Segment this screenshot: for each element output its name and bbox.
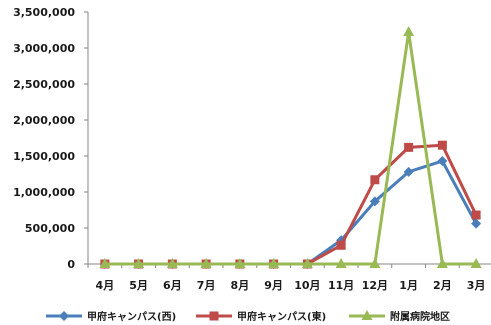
x-tick-label: 9月 (264, 279, 283, 292)
x-tick-label: 4月 (96, 279, 115, 292)
data-point (268, 258, 280, 268)
data-point (436, 258, 448, 268)
data-point (470, 258, 482, 268)
series-line (104, 30, 477, 266)
data-point (437, 156, 448, 167)
data-point (471, 210, 481, 220)
x-tick-label: 6月 (163, 279, 182, 292)
data-point (369, 196, 380, 207)
legend-marker (59, 311, 69, 321)
legend-label: 甲府キャンパス(西) (87, 310, 176, 323)
y-tick-label: 3,500,000 (13, 6, 75, 19)
x-tick-label: 7月 (197, 279, 216, 292)
legend-marker (361, 310, 373, 320)
axes (87, 12, 491, 265)
y-tick-label: 0 (67, 258, 75, 271)
series-line (104, 143, 478, 266)
x-tick-label: 5月 (129, 279, 148, 292)
series-2 (100, 140, 481, 269)
data-point (336, 240, 346, 250)
series-3 (99, 26, 482, 268)
data-point (200, 258, 212, 268)
y-tick-label: 1,000,000 (13, 186, 75, 199)
data-point (369, 258, 381, 268)
y-tick-label: 2,500,000 (13, 78, 75, 91)
data-point (437, 140, 447, 150)
legend-item-2: 甲府キャンパス(東) (196, 310, 326, 323)
legend-label: 附属病院地区 (390, 310, 450, 323)
data-point (301, 258, 313, 268)
y-tick-label: 2,000,000 (13, 114, 75, 127)
x-tick-label: 3月 (467, 279, 486, 292)
x-tick-label: 10月 (294, 279, 320, 292)
legend-item-1: 甲府キャンパス(西) (46, 310, 176, 323)
data-point (166, 258, 178, 268)
x-tick-label: 2月 (433, 279, 452, 292)
y-tick-label: 500,000 (25, 222, 75, 235)
x-tick-label: 1月 (399, 279, 418, 292)
x-tick-label: 12月 (362, 279, 388, 292)
x-tick-label: 8月 (231, 279, 250, 292)
series-1 (99, 156, 482, 269)
data-point (234, 258, 246, 268)
data-point (471, 218, 482, 229)
y-tick-label: 1,500,000 (13, 150, 75, 163)
series-group (99, 26, 482, 269)
legend: 甲府キャンパス(西) 甲府キャンパス(東) 附属病院地区 (46, 310, 450, 323)
data-point (133, 258, 145, 268)
data-point (403, 26, 415, 37)
data-point (403, 166, 414, 177)
data-point (404, 142, 414, 152)
series-line (104, 159, 478, 266)
legend-marker (209, 311, 219, 321)
data-point (335, 258, 347, 268)
data-point (370, 175, 380, 185)
x-axis-ticks: 4月 5月 6月 7月 8月 9月 10月 11月 12月 1月 2月 3月 (87, 264, 486, 292)
data-point (99, 258, 111, 268)
x-tick-label: 11月 (328, 279, 354, 292)
y-axis-ticks: 0 500,000 1,000,000 1,500,000 2,000,000 2,500… (13, 6, 88, 271)
legend-label: 甲府キャンパス(東) (237, 310, 326, 323)
legend-item-3: 附属病院地区 (349, 310, 450, 323)
y-tick-label: 3,000,000 (13, 42, 75, 55)
